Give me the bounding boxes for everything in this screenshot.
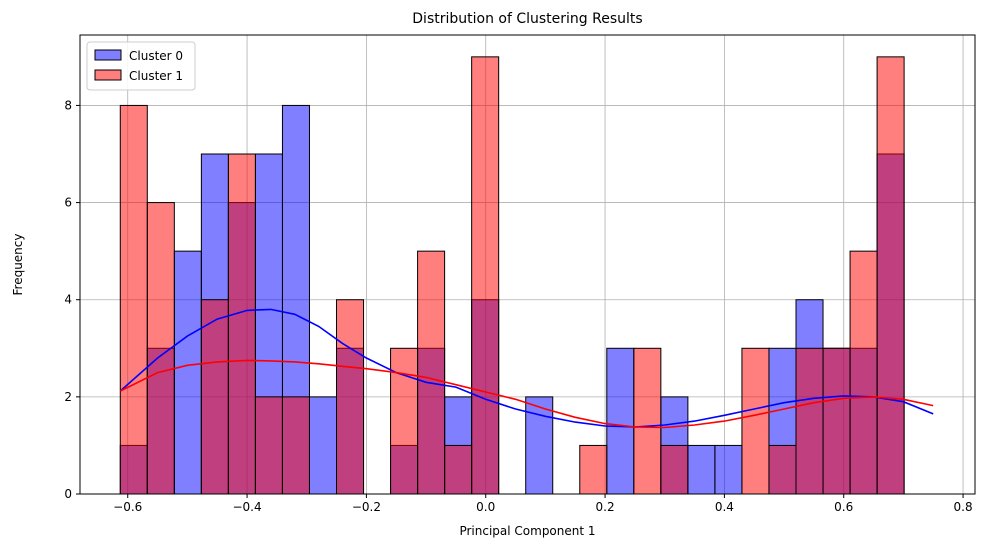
histogram-bar-cluster-1 [390, 347, 419, 495]
histogram-bar-cluster-1 [849, 250, 878, 495]
x-tick-label: −0.6 [113, 500, 142, 514]
histogram-bar-cluster-1 [227, 153, 256, 495]
legend-label-cluster-1: Cluster 1 [129, 69, 183, 83]
y-tick-label: 6 [64, 196, 72, 210]
y-tick-label: 0 [64, 487, 72, 501]
histogram-bar-cluster-1 [281, 396, 310, 495]
histogram-bar-cluster-1 [254, 396, 283, 495]
y-tick-label: 4 [64, 293, 72, 307]
x-tick-label: −0.4 [232, 500, 261, 514]
histogram-bar-cluster-1 [633, 347, 662, 495]
histogram-bar-cluster-0 [308, 396, 338, 495]
histogram-bar-cluster-1 [119, 104, 148, 495]
histogram-bar-cluster-1 [444, 444, 473, 495]
histogram-bar-cluster-1 [741, 347, 770, 495]
histogram-bar-cluster-1 [768, 444, 797, 495]
histogram-bar-cluster-1 [876, 56, 905, 495]
histogram-bar-cluster-1 [200, 299, 229, 495]
histogram-bar-cluster-1 [471, 56, 500, 495]
chart-title: Distribution of Clustering Results [412, 11, 642, 27]
legend: Cluster 0 Cluster 1 [86, 41, 196, 91]
histogram-bar-cluster-1 [822, 347, 851, 495]
x-tick-label: 0.4 [715, 500, 734, 514]
histogram-bar-cluster-1 [660, 444, 689, 495]
x-tick-label: 0.8 [954, 500, 973, 514]
histogram-bar-cluster-1 [417, 250, 446, 495]
x-tick-label: 0.2 [596, 500, 615, 514]
histogram-bar-cluster-0 [173, 250, 202, 495]
legend-label-cluster-0: Cluster 0 [129, 49, 183, 63]
plot-frame [79, 34, 976, 495]
y-axis-label: Frequency [11, 234, 25, 296]
legend-swatch-cluster-0 [94, 49, 122, 61]
axes: −0.6 −0.4 −0.2 0.0 0.2 0.4 0.6 0.8 0 2 4 6 8 [64, 98, 972, 514]
histogram-bar-cluster-0 [687, 444, 716, 495]
legend-swatch-cluster-1 [94, 69, 122, 81]
kde-line-cluster-0 [119, 308, 934, 428]
histogram-bar-cluster-0 [525, 396, 554, 495]
histogram-bar-cluster-0 [606, 347, 635, 495]
x-axis-label: Principal Component 1 [459, 524, 595, 538]
histogram-bar-cluster-1 [795, 347, 824, 495]
histogram-bar-cluster-0 [714, 444, 743, 495]
y-tick-label: 2 [64, 390, 72, 404]
histogram-bars [119, 56, 905, 495]
kde-line-cluster-1 [119, 359, 934, 429]
x-tick-label: 0.0 [476, 500, 495, 514]
x-tick-label: −0.2 [352, 500, 381, 514]
x-tick-label: 0.6 [834, 500, 853, 514]
kde-curves [119, 308, 934, 429]
histogram-bar-cluster-1 [336, 299, 365, 495]
y-tick-label: 8 [64, 98, 72, 112]
histogram-bar-cluster-1 [579, 444, 608, 495]
